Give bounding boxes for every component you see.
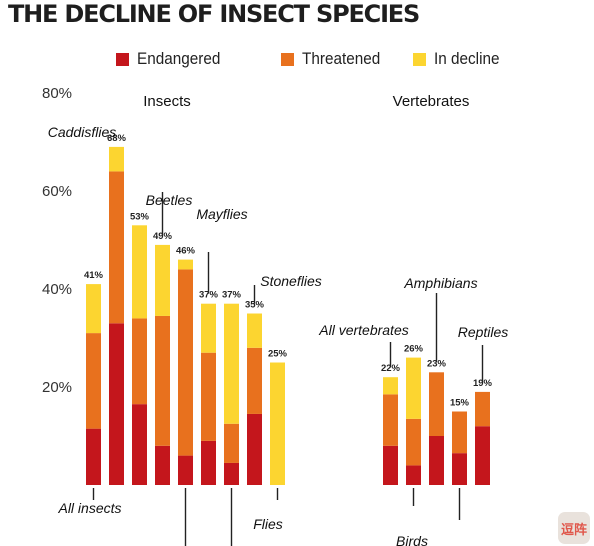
bar-segment-threatened [406,418,421,466]
bar-segment-in-decline [406,357,421,419]
category-label: Reptiles [458,324,509,340]
bar-segment-endangered [132,404,147,485]
bar-segment-threatened [109,171,124,324]
bar-segment-threatened [429,372,444,436]
panel-title-vertebrates: Vertebrates [393,93,470,110]
category-label: Stoneflies [260,273,321,289]
bar-segment-in-decline [109,146,124,172]
bar-value-label: 19% [473,378,493,389]
bar-segment-threatened [475,391,490,427]
bar-value-label: 41% [84,270,104,281]
bar-segment-threatened [86,333,101,429]
bar-segment-endangered [224,462,239,485]
bar-segment-threatened [178,269,193,456]
panel-title-insects: Insects [143,93,191,110]
bar-segment-endangered [452,453,467,485]
category-label: Beetles [146,192,193,208]
bar-segment-threatened [247,347,262,414]
legend: Endangered Threatened In decline [0,46,594,72]
legend-swatch-endangered [116,52,129,66]
chart-title: THE DECLINE OF INSECT SPECIES [8,0,420,28]
bar-segment-threatened [201,352,216,441]
category-label: Amphibians [403,275,477,291]
bar-segment-threatened [452,411,467,454]
bar-value-label: 35% [245,300,265,311]
bar-value-label: 26% [404,344,424,355]
bar-value-label: 53% [130,211,150,222]
bar-segment-in-decline [247,313,262,348]
legend-label-endangered: Endangered [137,49,221,68]
bar-value-label: 25% [268,349,288,360]
category-label: Caddisflies [48,124,116,140]
legend-label-in-decline: In decline [434,49,500,68]
bar-segment-endangered [201,440,216,485]
bar-segment-endangered [247,413,262,485]
category-label: All insects [57,500,121,516]
bar-segment-threatened [224,423,239,463]
legend-swatch-threatened [281,52,294,66]
bar-segment-threatened [383,394,398,446]
category-label: Flies [253,516,283,532]
y-tick-label: 40% [42,281,72,298]
bar-segment-threatened [155,315,170,446]
bar-segment-endangered [178,455,193,485]
bar-value-label: 22% [381,363,401,374]
watermark-logo: 逗阵 [558,512,590,544]
bar-segment-threatened [132,318,147,405]
bar-segment-endangered [86,428,101,485]
legend-item-endangered: Endangered [116,46,230,72]
y-tick-label: 60% [42,183,72,200]
bar-value-label: 49% [153,231,173,242]
legend-swatch-in-decline [413,52,426,66]
bar-value-label: 46% [176,246,196,257]
bar-segment-in-decline [201,303,216,353]
y-tick-label: 80% [42,85,72,102]
bar-value-label: 15% [450,398,470,409]
legend-item-in-decline: In decline [413,46,507,72]
bar-segment-endangered [406,465,421,485]
legend-label-threatened: Threatened [302,49,381,68]
bar-value-label: 68% [107,133,127,144]
bar-segment-endangered [475,426,490,485]
bar-value-label: 23% [427,358,447,369]
bar-segment-in-decline [178,259,193,270]
category-label: Mayflies [196,206,247,222]
bar-segment-endangered [109,323,124,485]
bar-segment-in-decline [383,377,398,395]
bar-segment-endangered [383,445,398,485]
bar-value-label: 37% [199,290,219,301]
bar-segment-in-decline [270,362,285,485]
bar-segment-in-decline [86,284,101,334]
bar-segment-endangered [429,436,444,485]
legend-item-threatened: Threatened [281,46,389,72]
bar-value-label: 37% [222,290,242,301]
bar-segment-in-decline [155,244,170,316]
bar-segment-in-decline [132,225,147,319]
category-label: Birds [396,533,428,546]
bar-segment-in-decline [224,303,239,424]
category-label: All vertebrates [318,322,408,338]
y-tick-label: 20% [42,379,72,396]
bar-segment-endangered [155,445,170,485]
